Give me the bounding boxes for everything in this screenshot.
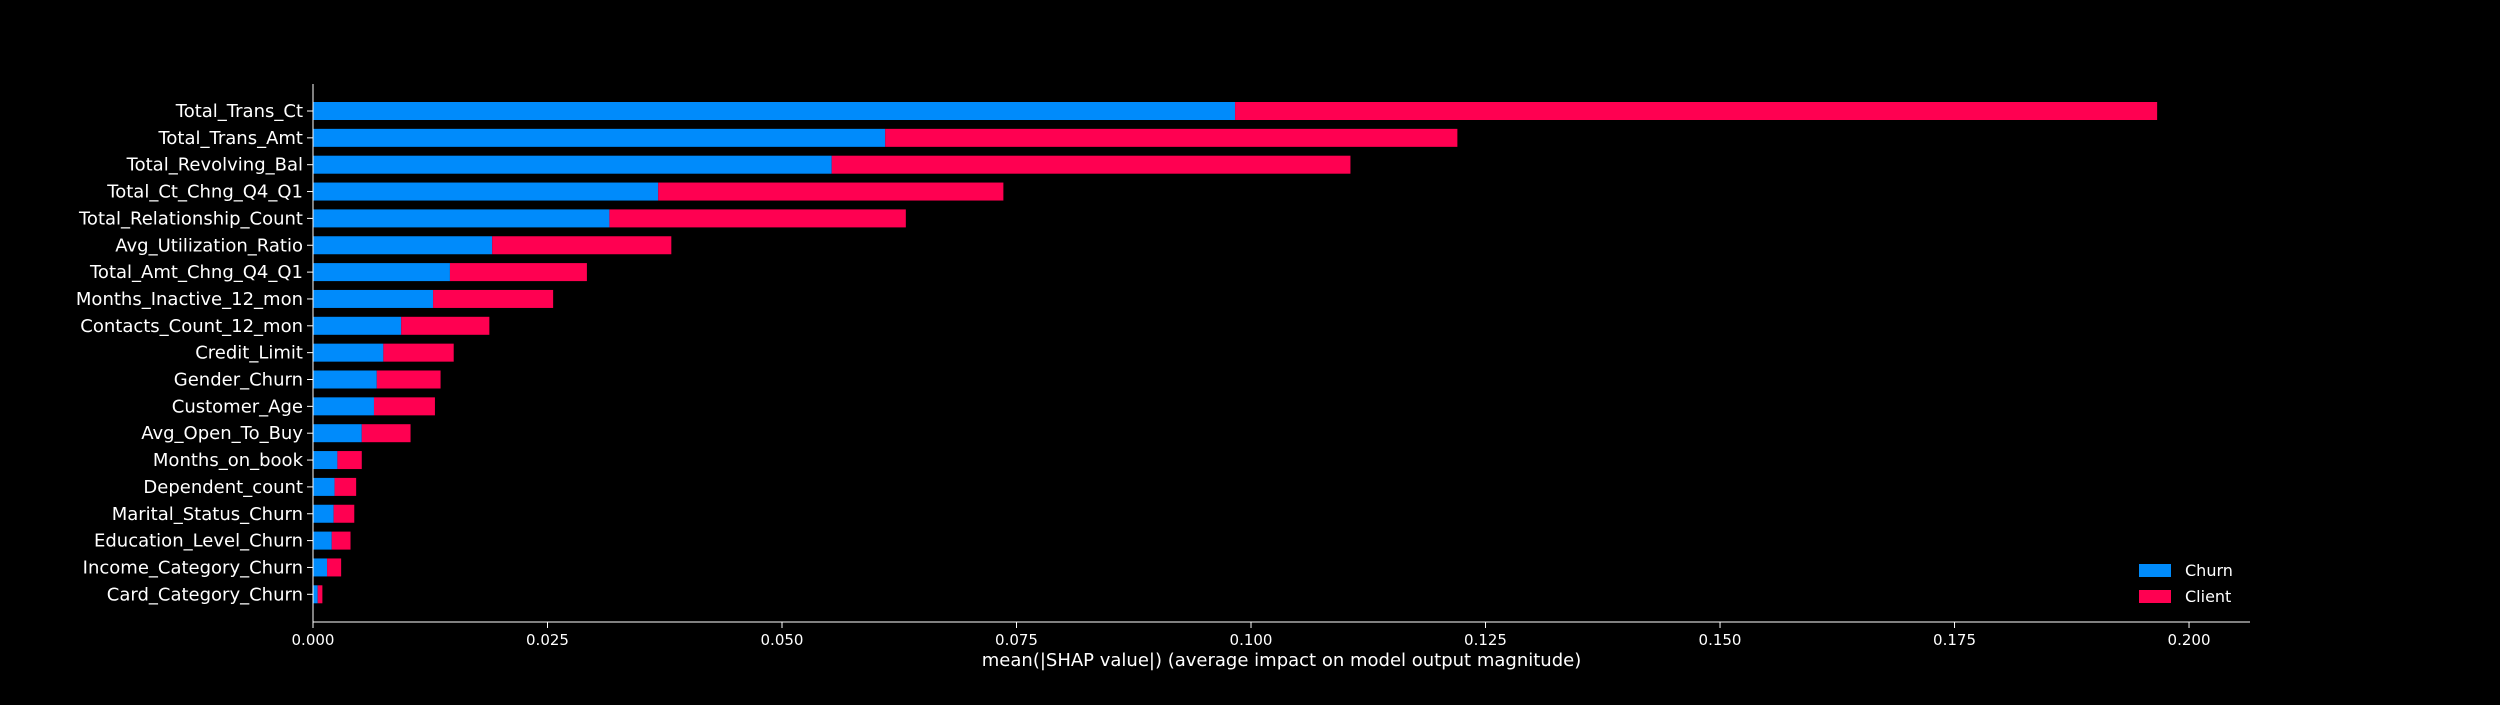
category-label-10: Gender_Churn bbox=[174, 370, 303, 391]
legend-label-client: Client bbox=[2185, 587, 2231, 606]
bar-churn-6 bbox=[313, 263, 450, 282]
category-label-0: Total_Trans_Ct bbox=[175, 101, 303, 122]
bar-churn-16 bbox=[313, 531, 332, 550]
x-tick-label-0: 0.000 bbox=[292, 631, 335, 649]
bar-churn-12 bbox=[313, 424, 362, 443]
x-tick-label-5: 0.125 bbox=[1464, 631, 1507, 649]
bar-client-3 bbox=[658, 182, 1004, 201]
bar-client-9 bbox=[383, 343, 454, 362]
bar-client-4 bbox=[609, 209, 906, 228]
bar-churn-11 bbox=[313, 397, 374, 416]
bar-churn-2 bbox=[313, 155, 832, 174]
category-label-18: Card_Category_Churn bbox=[107, 584, 303, 605]
category-label-6: Total_Amt_Chng_Q4_Q1 bbox=[89, 262, 303, 283]
x-tick-label-3: 0.075 bbox=[995, 631, 1038, 649]
bar-client-6 bbox=[449, 263, 587, 282]
category-label-11: Customer_Age bbox=[172, 396, 303, 417]
bar-client-10 bbox=[376, 370, 441, 389]
category-label-8: Contacts_Count_12_mon bbox=[80, 316, 303, 337]
bar-churn-10 bbox=[313, 370, 377, 389]
x-tick-label-4: 0.100 bbox=[1230, 631, 1273, 649]
bar-churn-8 bbox=[313, 316, 402, 335]
legend-label-churn: Churn bbox=[2185, 561, 2233, 580]
bar-client-13 bbox=[337, 451, 362, 470]
bar-churn-4 bbox=[313, 209, 610, 228]
x-tick-label-6: 0.150 bbox=[1699, 631, 1742, 649]
category-label-4: Total_Relationship_Count bbox=[78, 208, 303, 229]
x-tick-label-2: 0.050 bbox=[761, 631, 804, 649]
category-label-17: Income_Category_Churn bbox=[83, 557, 303, 578]
x-tick-label-1: 0.025 bbox=[526, 631, 569, 649]
bar-churn-15 bbox=[313, 504, 334, 523]
category-label-16: Education_Level_Churn bbox=[94, 531, 303, 552]
bar-client-5 bbox=[492, 236, 672, 255]
bar-client-15 bbox=[333, 504, 355, 523]
x-axis-title: mean(|SHAP value|) (average impact on mo… bbox=[982, 650, 1581, 671]
category-label-12: Avg_Open_To_Buy bbox=[141, 423, 303, 444]
bar-client-0 bbox=[1235, 102, 2158, 120]
legend-swatch-churn bbox=[2139, 564, 2171, 577]
category-label-14: Dependent_count bbox=[143, 477, 303, 498]
category-label-13: Months_on_book bbox=[153, 450, 304, 471]
bar-client-16 bbox=[331, 531, 351, 550]
x-tick-label-8: 0.200 bbox=[2168, 631, 2211, 649]
category-label-2: Total_Revolving_Bal bbox=[126, 155, 303, 176]
category-label-3: Total_Ct_Chng_Q4_Q1 bbox=[106, 182, 303, 203]
bar-client-14 bbox=[334, 477, 357, 496]
category-label-9: Credit_Limit bbox=[195, 343, 303, 364]
bar-client-2 bbox=[831, 155, 1351, 174]
bar-churn-5 bbox=[313, 236, 493, 255]
bar-churn-9 bbox=[313, 343, 384, 362]
legend-swatch-client bbox=[2139, 590, 2171, 603]
category-label-5: Avg_Utilization_Ratio bbox=[115, 235, 303, 256]
bar-churn-1 bbox=[313, 128, 886, 147]
bar-client-1 bbox=[885, 128, 1458, 147]
bar-churn-13 bbox=[313, 451, 338, 470]
bar-client-7 bbox=[433, 289, 554, 308]
bar-churn-3 bbox=[313, 182, 659, 201]
category-label-1: Total_Trans_Amt bbox=[157, 128, 303, 149]
bar-client-17 bbox=[327, 558, 342, 577]
bar-client-11 bbox=[373, 397, 435, 416]
bar-churn-17 bbox=[313, 558, 328, 577]
bar-client-18 bbox=[317, 585, 323, 604]
bar-churn-7 bbox=[313, 289, 434, 308]
bar-churn-0 bbox=[313, 102, 1236, 120]
category-label-7: Months_Inactive_12_mon bbox=[76, 289, 303, 310]
x-tick-label-7: 0.175 bbox=[1933, 631, 1976, 649]
category-label-15: Marital_Status_Churn bbox=[112, 504, 303, 525]
bar-client-8 bbox=[401, 316, 490, 335]
bar-client-12 bbox=[361, 424, 411, 443]
bar-churn-14 bbox=[313, 477, 335, 496]
bar-churn-18 bbox=[313, 585, 318, 604]
